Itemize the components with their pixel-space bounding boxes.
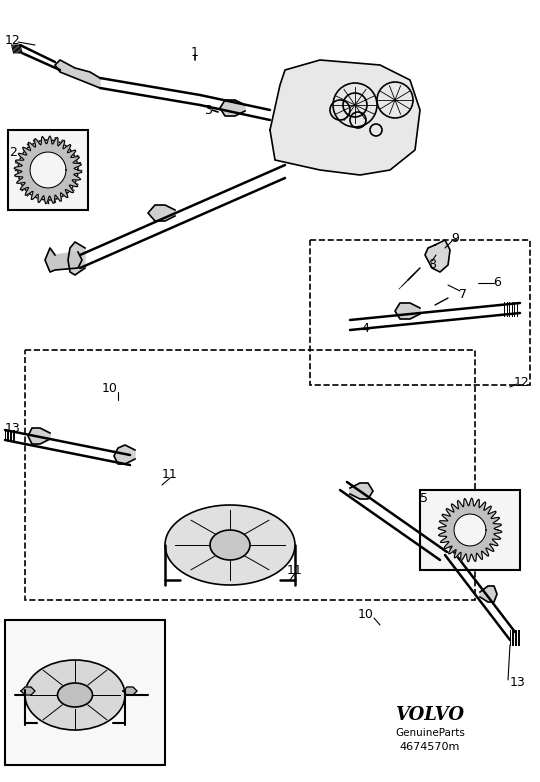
Polygon shape	[148, 205, 175, 221]
Text: 11: 11	[287, 564, 303, 576]
Polygon shape	[45, 248, 82, 272]
Bar	[25, 350, 475, 600]
Polygon shape	[395, 303, 420, 319]
Text: 4: 4	[361, 321, 369, 335]
Polygon shape	[28, 428, 50, 444]
Text: 1: 1	[191, 45, 199, 59]
Text: 13: 13	[5, 421, 21, 435]
Text: 10: 10	[358, 608, 374, 622]
Ellipse shape	[25, 660, 125, 730]
Text: 12: 12	[514, 375, 530, 389]
Polygon shape	[30, 152, 66, 188]
Text: 7: 7	[459, 288, 467, 300]
Polygon shape	[21, 687, 35, 695]
Text: 12: 12	[5, 34, 21, 46]
Polygon shape	[68, 242, 85, 275]
Ellipse shape	[165, 505, 295, 585]
Text: 8: 8	[428, 257, 436, 271]
Polygon shape	[55, 60, 100, 88]
Polygon shape	[114, 445, 135, 464]
Text: GenuineParts: GenuineParts	[395, 728, 465, 738]
Polygon shape	[123, 687, 137, 695]
Polygon shape	[438, 498, 502, 561]
Text: 13: 13	[510, 676, 526, 690]
Text: 10: 10	[102, 382, 118, 394]
Bar	[420, 490, 520, 570]
Polygon shape	[454, 514, 486, 546]
Polygon shape	[480, 586, 497, 602]
Text: 11: 11	[162, 468, 178, 482]
Bar	[310, 240, 530, 385]
Text: 3: 3	[204, 103, 212, 117]
Ellipse shape	[210, 530, 250, 560]
Polygon shape	[220, 100, 245, 116]
Text: 2: 2	[9, 146, 17, 160]
Polygon shape	[270, 60, 420, 175]
Text: 4674570m: 4674570m	[400, 742, 460, 752]
Bar	[5, 620, 165, 765]
Text: 6: 6	[493, 277, 501, 289]
Bar	[8, 130, 88, 210]
Polygon shape	[14, 136, 82, 203]
Text: VOLVO: VOLVO	[395, 706, 464, 724]
Bar	[375, 700, 485, 755]
Text: 9: 9	[451, 231, 459, 245]
Polygon shape	[425, 240, 450, 272]
Text: 5: 5	[420, 492, 428, 504]
Ellipse shape	[57, 683, 92, 707]
Polygon shape	[350, 483, 373, 499]
